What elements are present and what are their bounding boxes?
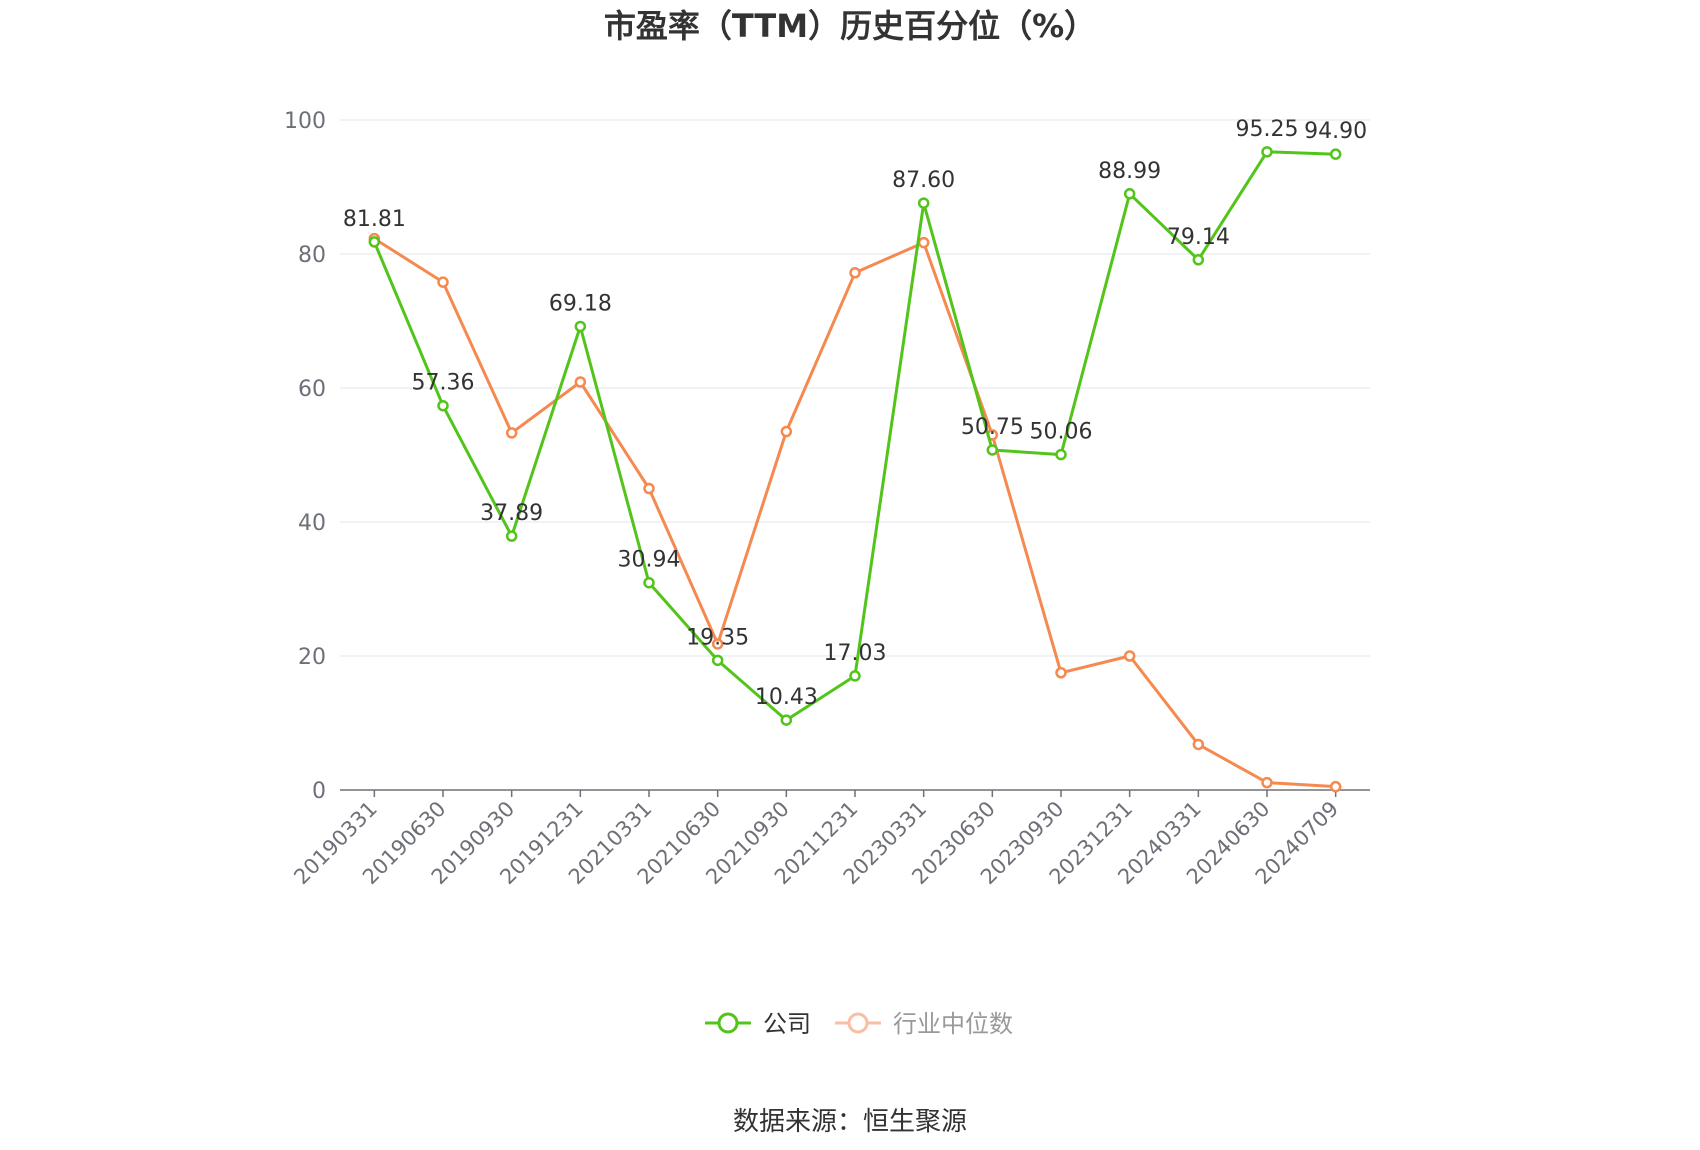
data-point[interactable] xyxy=(1192,738,1205,751)
data-point[interactable] xyxy=(1055,667,1067,679)
legend-label: 公司 xyxy=(763,1010,811,1038)
y-axis: 0 20 40 60 80 100 xyxy=(284,109,326,804)
data-point[interactable] xyxy=(1123,650,1136,662)
chart-title: 市盈率（TTM）历史百分位（%） xyxy=(604,7,1096,45)
data-label: 50.75 xyxy=(961,415,1024,440)
x-axis: 2019033120190630201909302019123120210331… xyxy=(289,789,1370,889)
data-label: 69.18 xyxy=(549,291,612,316)
data-point[interactable] xyxy=(437,276,449,288)
data-point[interactable] xyxy=(1123,188,1136,200)
data-label: 95.25 xyxy=(1236,117,1299,142)
data-point[interactable] xyxy=(368,236,381,248)
data-point[interactable] xyxy=(437,399,449,412)
data-label: 50.06 xyxy=(1030,420,1093,445)
y-tick-label: 100 xyxy=(284,109,326,134)
data-label: 79.14 xyxy=(1167,225,1230,250)
legend-label: 行业中位数 xyxy=(893,1010,1013,1038)
y-tick-label: 80 xyxy=(298,243,326,268)
legend[interactable]: 公司 行业中位数 xyxy=(705,1010,1013,1038)
data-point[interactable] xyxy=(1329,780,1342,793)
data-point[interactable] xyxy=(1055,448,1067,461)
data-label: 30.94 xyxy=(618,548,681,573)
data-point[interactable] xyxy=(780,425,793,438)
data-label: 87.60 xyxy=(892,168,955,193)
grid-lines xyxy=(340,119,1370,657)
data-point[interactable] xyxy=(574,376,587,388)
data-label: 10.43 xyxy=(755,685,818,710)
data-point[interactable] xyxy=(505,530,518,542)
data-point[interactable] xyxy=(643,576,655,589)
legend-marker xyxy=(717,1012,739,1034)
data-point[interactable] xyxy=(1329,148,1342,160)
data-point[interactable] xyxy=(643,482,655,495)
data-point[interactable] xyxy=(986,444,999,456)
y-tick-label: 0 xyxy=(312,779,326,804)
data-label: 19.35 xyxy=(686,625,749,650)
data-label: 37.89 xyxy=(480,501,543,526)
data-point[interactable] xyxy=(505,427,518,439)
legend-item-1[interactable]: 行业中位数 xyxy=(835,1010,1013,1038)
data-point[interactable] xyxy=(574,320,587,333)
legend-marker xyxy=(847,1012,869,1034)
source-note: 数据来源：恒生聚源 xyxy=(733,1107,967,1137)
y-tick-label: 40 xyxy=(298,511,326,536)
data-label: 57.36 xyxy=(412,371,475,396)
data-point[interactable] xyxy=(1261,146,1273,158)
y-tick-label: 20 xyxy=(298,645,326,670)
data-label: 17.03 xyxy=(824,641,887,666)
data-point[interactable] xyxy=(849,670,861,682)
data-point[interactable] xyxy=(711,654,724,667)
data-label: 94.90 xyxy=(1304,119,1367,144)
data-label: 81.81 xyxy=(343,207,406,232)
series-0 xyxy=(368,146,1342,726)
data-labels: 81.81 57.36 37.89 69.18 30.94 19.35 10.4317.03… xyxy=(343,117,1367,710)
data-point[interactable] xyxy=(917,197,930,209)
series-layer xyxy=(368,146,1342,793)
data-label: 88.99 xyxy=(1098,159,1161,184)
data-point[interactable] xyxy=(780,714,793,726)
data-point[interactable] xyxy=(917,236,930,249)
data-point[interactable] xyxy=(1261,776,1273,789)
data-point[interactable] xyxy=(849,267,861,279)
series-1 xyxy=(368,232,1342,793)
data-point[interactable] xyxy=(711,638,724,650)
y-tick-label: 60 xyxy=(298,377,326,402)
legend-item-0[interactable]: 公司 xyxy=(705,1010,811,1038)
data-point[interactable] xyxy=(1192,254,1205,266)
